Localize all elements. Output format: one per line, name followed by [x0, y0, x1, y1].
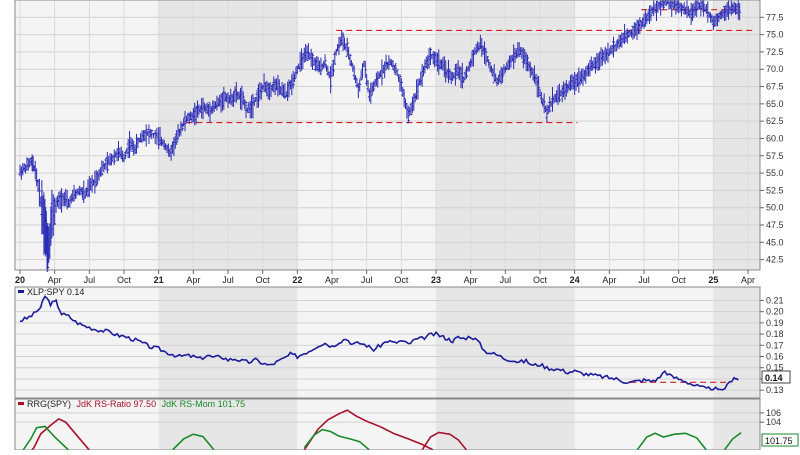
rrg-legend: RRG(SPY) JdK RS-Ratio 97.50 JdK RS-Mom 1… — [18, 399, 245, 409]
price-y-tick-label: 57.5 — [766, 151, 784, 161]
price-y-tick-label: 72.5 — [766, 47, 784, 57]
rrg-line-series — [19, 409, 742, 455]
x-tick-label: Oct — [117, 275, 132, 285]
x-tick-label: Oct — [256, 275, 271, 285]
ratio-y-tick-label: 0.21 — [766, 295, 784, 305]
rrg-current-value-badge: 101.75 — [761, 433, 799, 447]
rrg-legend-ratio: JdK RS-Ratio 97.50 — [77, 399, 157, 409]
x-tick-label: 20 — [15, 275, 25, 285]
ratio-y-tick-label: 0.13 — [766, 385, 784, 395]
x-tick-label: Jul — [361, 275, 373, 285]
ratio-value-box — [761, 370, 791, 384]
rrg-legend-label: RRG(SPY) JdK RS-Ratio 97.50 JdK RS-Mom 1… — [27, 399, 245, 409]
rrg-ratio-line — [421, 431, 468, 451]
ratio-panel-border — [14, 286, 761, 399]
price-y-tick-label: 70.0 — [766, 64, 784, 74]
x-axis-labels: 20 Apr Jul Oct 21 Apr Jul Oct 22 Apr Jul Oct 23 Apr Ju… — [15, 270, 755, 285]
ratio-y-tick-label: 0.16 — [766, 352, 784, 362]
ratio-panel: 0.13 0.140.150.16 0.170.180.190.20 0.21 XLP… — [14, 286, 791, 399]
x-tick-label: 23 — [431, 275, 441, 285]
price-ohlc-bars — [18, 0, 742, 272]
ratio-y-tick-label: 0.15 — [766, 363, 784, 373]
ratio-legend-swatch — [18, 290, 24, 293]
ratio-legend-text: XLP:SPY 0.14 — [27, 287, 84, 297]
year-shade-band — [713, 399, 760, 450]
ratio-current-value-badge: 0.14 — [761, 370, 791, 384]
price-y-tick-label: 75.0 — [766, 30, 784, 40]
rrg-legend-title: RRG(SPY) — [27, 399, 71, 409]
rrg-gridlines — [15, 412, 760, 423]
x-tick-label: Oct — [533, 275, 548, 285]
price-y-tick-label: 45.0 — [766, 237, 784, 247]
rrg-mom-line — [19, 425, 70, 455]
x-tick-label: Apr — [741, 275, 755, 285]
rrg-mom-line — [171, 433, 215, 451]
ratio-gridlines — [15, 299, 760, 391]
rrg-value-text: 101.75 — [765, 436, 793, 446]
price-y-tick-label: 65.0 — [766, 99, 784, 109]
rrg-ratio-line — [303, 409, 434, 451]
year-shade-band — [436, 399, 575, 450]
x-tick-label: 22 — [292, 275, 302, 285]
x-tick-label: Jul — [500, 275, 512, 285]
x-tick-label: Oct — [394, 275, 409, 285]
x-tick-label: Jul — [222, 275, 234, 285]
year-shade-band — [158, 287, 298, 398]
ratio-y-tick-label: 0.18 — [766, 329, 784, 339]
x-tick-label: Apr — [48, 275, 62, 285]
rrg-ratio-line — [26, 417, 90, 455]
ratio-line-series — [19, 295, 739, 391]
price-y-tick-label: 62.5 — [766, 116, 784, 126]
ratio-legend: XLP:SPY 0.14 — [18, 287, 84, 297]
x-tick-label: 25 — [708, 275, 718, 285]
price-y-tick-label: 55.0 — [766, 168, 784, 178]
year-shade-band — [713, 287, 760, 398]
rrg-panel-bg — [15, 399, 760, 450]
rrg-mom-line — [723, 431, 742, 451]
price-panel: 42.5 45.0 47.5 50.0 52.5 55.0 57.5 60.0 62.5 65.0… — [14, 0, 784, 272]
price-y-tick-label: 42.5 — [766, 255, 784, 265]
price-panel-bg — [15, 0, 760, 270]
x-tick-label: 21 — [154, 275, 164, 285]
price-y-tick-label: 60.0 — [766, 133, 784, 143]
price-y-axis: 42.5 45.0 47.5 50.0 52.5 55.0 57.5 60.0 62.5 65.0… — [760, 12, 784, 265]
x-tick-label: Oct — [672, 275, 687, 285]
rrg-value-box — [761, 433, 799, 447]
ratio-value-text: 0.14 — [765, 373, 783, 383]
x-tick-label: 24 — [570, 275, 580, 285]
rrg-y-tick-label: 104 — [766, 417, 781, 427]
ratio-y-tick-label: 0.19 — [766, 318, 784, 328]
rrg-legend-mom: JdK RS-Mom 101.75 — [162, 399, 246, 409]
price-y-tick-label: 67.5 — [766, 82, 784, 92]
price-y-tick-label: 52.5 — [766, 185, 784, 195]
x-tick-label: Apr — [602, 275, 616, 285]
price-y-tick-label: 50.0 — [766, 203, 784, 213]
x-tick-label: Jul — [638, 275, 650, 285]
price-panel-border — [14, 0, 761, 271]
rrg-y-tick-label: 106 — [766, 408, 781, 418]
price-y-tick-label: 77.5 — [766, 12, 784, 22]
x-axis: 20 Apr Jul Oct 21 Apr Jul Oct 22 Apr Jul Oct 23 Apr Ju… — [15, 270, 755, 285]
ratio-y-tick-label: 0.17 — [766, 340, 784, 350]
x-tick-label: Apr — [325, 275, 339, 285]
year-shade-band — [436, 287, 575, 398]
rrg-mom-line — [636, 432, 708, 451]
year-shade-band — [713, 0, 760, 270]
rrg-legend-swatch — [18, 402, 24, 405]
x-tick-label: Jul — [84, 275, 96, 285]
price-y-tick-label: 47.5 — [766, 220, 784, 230]
rrg-mom-line — [303, 428, 370, 451]
x-tick-label: Apr — [464, 275, 478, 285]
ratio-y-tick-label: 0.20 — [766, 307, 784, 317]
x-tick-label: Apr — [186, 275, 200, 285]
